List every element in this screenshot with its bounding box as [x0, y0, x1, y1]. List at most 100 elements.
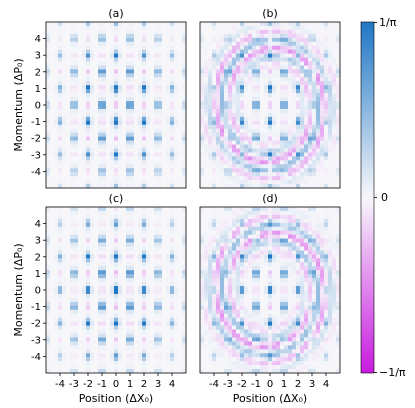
heatmap-cell: [336, 29, 341, 35]
heatmap-cell: [316, 230, 321, 235]
heatmap-cell: [328, 246, 333, 251]
heatmap-cell: [284, 254, 289, 259]
heatmap-cell: [102, 317, 107, 322]
heatmap-cell: [212, 172, 217, 177]
heatmap-cell: [336, 49, 341, 54]
heatmap-cell: [332, 246, 337, 251]
heatmap-cell: [158, 365, 163, 370]
heatmap-cell: [178, 317, 183, 322]
heatmap-cell: [86, 37, 91, 43]
heatmap-cell: [244, 45, 249, 50]
heatmap-cell: [320, 37, 325, 43]
heatmap-cell: [62, 105, 67, 110]
heatmap-cell: [134, 305, 139, 311]
heatmap-cell: [280, 128, 285, 133]
heatmap-cell: [154, 278, 159, 283]
heatmap-cell: [114, 57, 119, 62]
heatmap-cell: [170, 45, 175, 50]
heatmap-cell: [110, 77, 115, 82]
heatmap-cell: [138, 337, 143, 342]
heatmap-cell: [200, 105, 205, 110]
heatmap-cell: [74, 22, 79, 27]
heatmap-cell: [228, 258, 233, 263]
heatmap-cell: [178, 325, 183, 330]
heatmap-cell: [220, 22, 225, 27]
heatmap-cell: [312, 77, 317, 82]
heatmap-cell: [74, 89, 79, 94]
heatmap-cell: [102, 65, 107, 70]
heatmap-cell: [212, 73, 217, 78]
heatmap-cell: [114, 207, 119, 212]
heatmap-cell: [106, 333, 111, 338]
heatmap-cell: [162, 73, 167, 78]
heatmap-cell: [232, 37, 237, 43]
heatmap-cell: [110, 152, 115, 157]
heatmap-cell: [94, 337, 99, 342]
heatmap-cell: [114, 234, 119, 239]
heatmap-cell: [74, 85, 79, 90]
heatmap-cell: [146, 25, 151, 31]
heatmap-cell: [208, 140, 213, 145]
heatmap-cell: [166, 345, 171, 350]
heatmap-cell: [118, 333, 123, 338]
heatmap-cell: [122, 101, 127, 106]
heatmap-cell: [158, 184, 163, 189]
heatmap-cell: [170, 57, 175, 62]
heatmap-cell: [126, 160, 131, 165]
heatmap-cell: [332, 144, 337, 149]
heatmap-cell: [328, 184, 333, 189]
heatmap-cell: [256, 65, 261, 70]
heatmap-cell: [106, 226, 111, 232]
heatmap-cell: [86, 337, 91, 342]
heatmap-cell: [336, 168, 341, 173]
heatmap-cell: [74, 270, 79, 275]
heatmap-cell: [256, 69, 261, 74]
heatmap-cell: [50, 41, 55, 47]
heatmap-cell: [178, 49, 183, 54]
heatmap-cell: [94, 124, 99, 130]
heatmap-cell: [126, 214, 131, 220]
heatmap-cell: [178, 22, 183, 27]
heatmap-cell: [174, 77, 179, 82]
heatmap-cell: [94, 120, 99, 126]
heatmap-cell: [248, 234, 253, 239]
heatmap-cell: [114, 226, 119, 232]
heatmap-cell: [158, 210, 163, 216]
heatmap-cell: [46, 258, 51, 263]
heatmap-cell: [312, 242, 317, 247]
heatmap-cell: [94, 152, 99, 157]
heatmap-cell: [284, 97, 289, 102]
heatmap-cell: [82, 230, 87, 235]
heatmap-cell: [308, 22, 313, 27]
heatmap-cell: [200, 132, 205, 137]
heatmap-cell: [46, 41, 51, 47]
heatmap-cell: [256, 132, 261, 137]
heatmap-cell: [174, 262, 179, 267]
heatmap-cell: [288, 246, 293, 251]
heatmap-cell: [98, 270, 103, 275]
heatmap-cell: [284, 85, 289, 90]
heatmap-cell: [58, 108, 63, 114]
heatmap-cell: [324, 148, 329, 153]
heatmap-cell: [94, 333, 99, 338]
heatmap-cell: [58, 33, 63, 39]
heatmap-cell: [220, 81, 225, 86]
heatmap-cell: [182, 345, 187, 350]
heatmap-cell: [150, 333, 155, 338]
heatmap-cell: [174, 270, 179, 275]
heatmap-cell: [276, 156, 281, 161]
heatmap-cell: [268, 97, 273, 102]
heatmap-cell: [268, 77, 273, 82]
heatmap-cell: [252, 128, 257, 133]
heatmap-cell: [142, 238, 147, 243]
heatmap-cell: [54, 41, 59, 47]
heatmap-cell: [296, 144, 301, 149]
heatmap-cell: [182, 22, 187, 27]
heatmap-cell: [300, 250, 305, 255]
heatmap-cell: [272, 176, 277, 181]
heatmap-cell: [50, 353, 55, 358]
heatmap-cell: [324, 81, 329, 86]
heatmap-cell: [200, 144, 205, 149]
heatmap-cell: [272, 61, 277, 66]
heatmap-cell: [224, 29, 229, 35]
